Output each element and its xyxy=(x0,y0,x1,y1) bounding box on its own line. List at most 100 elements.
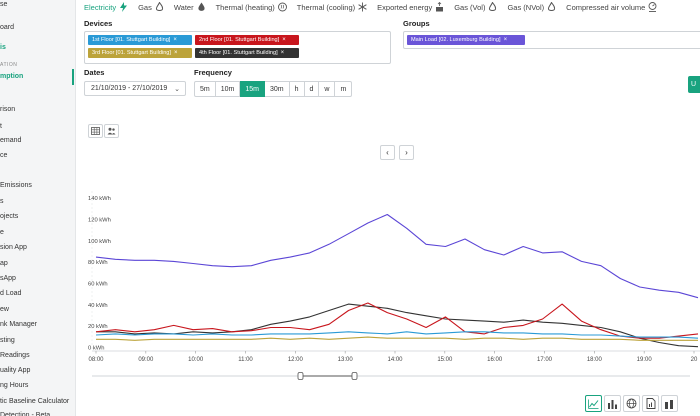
range-handle-right[interactable] xyxy=(351,372,358,380)
sidebar-item-18[interactable]: nk Manager xyxy=(0,321,37,328)
apply-button[interactable]: U xyxy=(688,76,700,93)
table-grid-icon xyxy=(91,127,100,135)
series-line-0[interactable] xyxy=(95,213,699,299)
devices-select[interactable]: 1st Floor [01. Stuttgart Building] × 2nd F… xyxy=(84,31,391,64)
sidebar-item-17[interactable]: ew xyxy=(0,306,9,313)
sidebar-item-7[interactable]: emand xyxy=(0,137,22,144)
y-tick-label: 140 kWh xyxy=(88,196,111,202)
series-line-4[interactable] xyxy=(96,336,698,341)
tab-thermal-heating[interactable]: Thermal (heating) xyxy=(216,2,287,12)
frequency-option-10m[interactable]: 10m xyxy=(215,81,241,97)
sidebar-item-12[interactable]: e xyxy=(0,229,4,236)
frequency-option-30m[interactable]: 30m xyxy=(264,81,290,97)
users-icon xyxy=(107,127,116,135)
stacked-bar-icon xyxy=(665,399,673,409)
next-period-button[interactable]: › xyxy=(399,145,414,160)
devices-label: Devices xyxy=(84,19,113,28)
series-line-2[interactable] xyxy=(95,302,699,339)
tab-exported-energy[interactable]: Exported energy xyxy=(377,2,444,12)
sidebar-item-11[interactable]: ojects xyxy=(0,213,19,220)
tab-compressed-air-volume[interactable]: Compressed air volume xyxy=(566,2,657,12)
line-chart-icon xyxy=(588,399,599,409)
sidebar-item-3: ATION xyxy=(0,62,18,68)
chart-range-navigator[interactable] xyxy=(80,372,700,380)
compare-users-button[interactable] xyxy=(104,124,119,138)
close-icon[interactable]: × xyxy=(282,37,286,43)
bar-chart-button[interactable] xyxy=(604,395,621,412)
range-handle-left[interactable] xyxy=(297,372,304,380)
tab-label: Compressed air volume xyxy=(566,2,646,12)
line-chart-button[interactable] xyxy=(585,395,602,412)
snowflake-icon xyxy=(355,2,367,12)
tab-label: Thermal (cooling) xyxy=(296,2,356,12)
sidebar-item-4[interactable]: mption xyxy=(0,73,24,80)
sidebar-item-15[interactable]: sApp xyxy=(0,275,16,282)
globe-chart-button[interactable] xyxy=(623,395,640,412)
tab-electricity[interactable]: Electricity xyxy=(84,2,128,12)
tab-thermal-cooling[interactable]: Thermal (cooling) xyxy=(297,2,367,12)
chevron-down-icon: ⌄ xyxy=(174,86,180,93)
sidebar-item-2[interactable]: is xyxy=(0,44,6,51)
x-tick-label: 10:00 xyxy=(188,357,204,363)
sidebar-item-13[interactable]: sion App xyxy=(0,244,27,251)
tab-label: Exported energy xyxy=(377,2,433,12)
tab-water[interactable]: Water xyxy=(174,2,206,12)
previous-period-button[interactable]: ‹ xyxy=(380,145,395,160)
sidebar-item-0[interactable]: se xyxy=(0,1,8,8)
close-icon[interactable]: × xyxy=(280,50,285,56)
document-chart-icon xyxy=(646,398,655,409)
sidebar-active-indicator xyxy=(72,69,74,85)
series-line-1[interactable] xyxy=(96,303,699,348)
close-icon[interactable]: × xyxy=(173,37,177,43)
sidebar-item-23[interactable]: tic Baseline Calculator xyxy=(0,398,70,405)
sidebar-item-1[interactable]: oard xyxy=(0,24,15,31)
series-line-3[interactable] xyxy=(95,331,699,339)
frequency-option-m[interactable]: m xyxy=(335,81,353,97)
stacked-chart-button[interactable] xyxy=(661,395,678,412)
sidebar-item-6[interactable]: t xyxy=(0,123,2,130)
sidebar-item-19[interactable]: sting xyxy=(0,337,15,344)
selected-chip[interactable]: 2nd Floor [01. Stuttgart Building] × xyxy=(195,35,299,45)
drop-icon xyxy=(194,2,206,12)
close-icon[interactable]: × xyxy=(173,50,178,56)
flame-icon xyxy=(152,2,164,12)
gauge-icon xyxy=(645,2,657,12)
flame-icon xyxy=(544,2,556,12)
sidebar-item-21[interactable]: uality App xyxy=(0,367,31,374)
sidebar-item-8[interactable]: ce xyxy=(0,152,8,159)
sidebar-item-20[interactable]: Readings xyxy=(0,352,30,359)
consumption-chart: 0 kWh 20 kWh 40 kWh 60 kWh 80 kWh 100 kWh 120 … xyxy=(88,191,700,363)
selected-chip[interactable]: 1st Floor [01. Stuttgart Building] × xyxy=(88,35,192,45)
selected-chip[interactable]: 4th Floor [01. Stuttgart Building] × xyxy=(195,48,299,58)
tab-gas[interactable]: Gas xyxy=(138,2,164,12)
sidebar-item-10[interactable]: s xyxy=(0,198,4,205)
tab-label: Gas (Vol) xyxy=(454,2,486,12)
tab-gas-nvol[interactable]: Gas (NVol) xyxy=(507,2,556,12)
selected-chip[interactable]: 3rd Floor [01. Stuttgart Building] × xyxy=(88,48,192,58)
frequency-option-5m[interactable]: 5m xyxy=(194,81,216,97)
x-tick-label: 17:00 xyxy=(537,357,553,363)
tab-gas-vol[interactable]: Gas (Vol) xyxy=(454,2,497,12)
frequency-option-15m[interactable]: 15m xyxy=(240,81,265,97)
export-icon xyxy=(432,2,444,12)
sidebar-item-14[interactable]: ap xyxy=(0,260,8,267)
x-tick-label: 19:00 xyxy=(637,357,653,363)
x-tick-label: 12:00 xyxy=(288,357,304,363)
chart-type-toolbar xyxy=(585,395,680,412)
close-icon[interactable]: × xyxy=(503,37,508,43)
frequency-option-d[interactable]: d xyxy=(304,81,320,97)
sidebar-item-22[interactable]: ng Hours xyxy=(0,382,29,389)
sidebar-item-5[interactable]: rison xyxy=(0,106,16,113)
groups-select[interactable]: Main Load [02. Luxemburg Building] × xyxy=(403,31,700,49)
sidebar-item-24[interactable]: Detection - Beta xyxy=(0,412,51,416)
table-view-button[interactable] xyxy=(88,124,103,138)
chip-label: 2nd Floor [01. Stuttgart Building] xyxy=(199,37,280,43)
frequency-label: Frequency xyxy=(194,68,232,77)
report-button[interactable] xyxy=(642,395,659,412)
sidebar-item-16[interactable]: d Load xyxy=(0,290,22,297)
selected-chip[interactable]: Main Load [02. Luxemburg Building] × xyxy=(407,35,525,45)
frequency-option-h[interactable]: h xyxy=(289,81,305,97)
frequency-option-w[interactable]: w xyxy=(319,81,336,97)
sidebar-item-9[interactable]: Emissions xyxy=(0,182,32,189)
date-range-picker[interactable]: 21/10/2019 - 27/10/2019 ⌄ xyxy=(84,81,186,96)
